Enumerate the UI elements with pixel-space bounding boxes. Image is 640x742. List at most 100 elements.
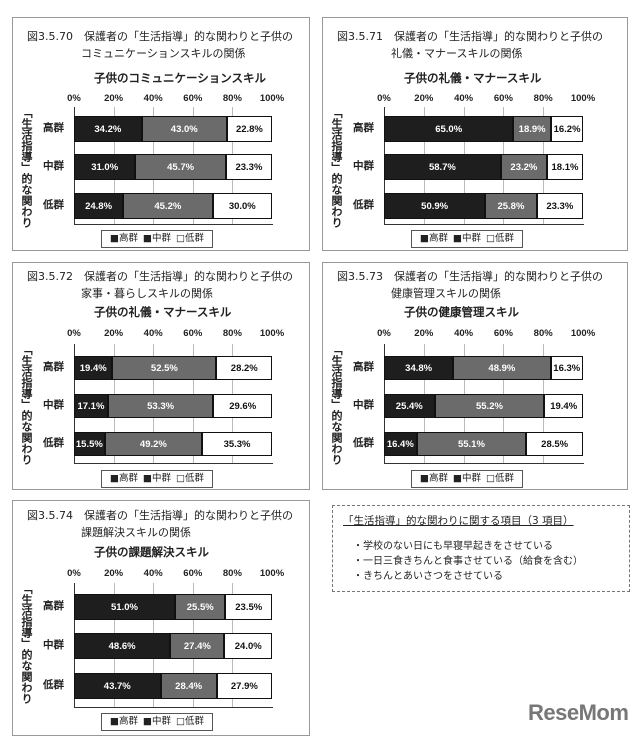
bar-value-label: 17.1% xyxy=(77,400,105,412)
legend-item: ■中群 xyxy=(453,473,481,484)
bar-value-label: 29.6% xyxy=(229,400,257,412)
bar-value-label: 24.0% xyxy=(234,640,262,652)
legend: ■高群 ■中群 □低群 xyxy=(101,470,213,488)
note-item: ・学校のない日にも早寝早起きをさせている xyxy=(353,541,553,552)
bar-value-label: 53.3% xyxy=(147,400,175,412)
legend-item: ■中群 xyxy=(143,473,171,484)
x-tick-label: 60% xyxy=(183,93,203,104)
bar-value-label: 25.8% xyxy=(497,200,525,212)
bar-value-label: 16.4% xyxy=(386,438,414,450)
x-tick-label: 40% xyxy=(454,93,474,104)
bar-segment-中群: 49.2% xyxy=(104,432,203,456)
bar-value-label: 55.1% xyxy=(457,438,485,450)
bar-value-label: 34.8% xyxy=(405,362,433,374)
chart-title-line2: コミュニケーションスキルの関係 xyxy=(81,47,246,60)
legend-item: □低群 xyxy=(175,233,204,244)
bar-value-label: 34.2% xyxy=(94,123,122,135)
bar-value-label: 23.5% xyxy=(235,601,263,613)
bar-value-label: 24.8% xyxy=(85,200,113,212)
bar-value-label: 58.7% xyxy=(428,161,456,173)
bar-value-label: 43.0% xyxy=(170,123,198,135)
bar-segment-高群: 58.7% xyxy=(384,154,501,180)
x-tick-label: 60% xyxy=(183,328,203,339)
note-heading: 「生活指導」的な関わりに関する項目（3 項目） xyxy=(343,515,574,527)
bar-value-label: 16.2% xyxy=(553,123,581,135)
bar-segment-低群: 16.2% xyxy=(550,116,584,142)
bar-segment-高群: 51.0% xyxy=(74,594,175,620)
bar-segment-高群: 34.2% xyxy=(74,116,142,142)
chart-title-line2: 家事・暮らしスキルの関係 xyxy=(81,287,213,300)
bar-segment-高群: 19.4% xyxy=(74,356,113,380)
x-tick-label: 100% xyxy=(570,328,596,339)
bar-segment-低群: 16.3% xyxy=(550,356,583,380)
x-tick-label: 20% xyxy=(104,328,124,339)
category-label: 低群 xyxy=(43,437,64,449)
x-tick-label: 100% xyxy=(570,93,596,104)
category-label: 低群 xyxy=(43,199,64,211)
category-label: 中群 xyxy=(43,639,64,651)
bar-segment-低群: 22.8% xyxy=(226,116,272,142)
legend-item: ■中群 xyxy=(143,233,171,244)
x-tick-label: 40% xyxy=(143,93,163,104)
category-label: 中群 xyxy=(353,160,374,172)
chart-title: 図3.5.74 保護者の「生活指導」的な関わりと子供の xyxy=(27,509,293,522)
x-tick-label: 80% xyxy=(533,93,553,104)
bar-value-label: 50.9% xyxy=(421,200,449,212)
legend-item: ■高群 xyxy=(420,473,448,484)
chart-panel: 図3.5.73 保護者の「生活指導」的な関わりと子供の 健康管理スキルの関係 子供の… xyxy=(322,262,628,490)
chart-title-line2: 健康管理スキルの関係 xyxy=(391,287,501,300)
x-axis-title: 子供の礼儀・マナースキル xyxy=(404,71,542,85)
bar-value-label: 28.5% xyxy=(541,438,569,450)
bar-segment-低群: 28.5% xyxy=(526,432,583,456)
category-label: 高群 xyxy=(353,361,374,373)
x-tick-label: 0% xyxy=(377,93,391,104)
y-axis-title: 「生活指導」的な関わり xyxy=(20,344,33,465)
x-tick-label: 100% xyxy=(259,328,285,339)
chart-title-line2: 課題解決スキルの関係 xyxy=(81,526,191,539)
bar-value-label: 27.9% xyxy=(230,680,258,692)
category-label: 高群 xyxy=(43,122,64,134)
bar-segment-中群: 25.8% xyxy=(485,193,537,219)
bar-value-label: 48.6% xyxy=(108,640,136,652)
bar-value-label: 49.2% xyxy=(139,438,167,450)
bar-value-label: 23.2% xyxy=(510,161,538,173)
x-tick-label: 60% xyxy=(493,328,513,339)
bar-segment-高群: 17.1% xyxy=(74,394,108,418)
bar-value-label: 28.2% xyxy=(230,362,258,374)
chart-title-line2: 礼儀・マナースキルの関係 xyxy=(391,47,523,60)
bar-value-label: 23.3% xyxy=(235,161,263,173)
chart-panel: 図3.5.70 保護者の「生活指導」的な関わりと子供の コミュニケーションスキルの… xyxy=(12,17,310,251)
bar-segment-中群: 55.1% xyxy=(416,432,527,456)
bar-value-label: 55.2% xyxy=(475,400,503,412)
bar-segment-中群: 52.5% xyxy=(112,356,217,380)
bar-segment-中群: 28.4% xyxy=(160,673,217,699)
y-axis-title: 「生活指導」的な関わり xyxy=(330,107,343,228)
bar-segment-中群: 43.0% xyxy=(141,116,227,142)
x-axis-title: 子供のコミュニケーションスキル xyxy=(94,71,267,85)
bar-segment-中群: 48.9% xyxy=(453,356,551,380)
bar-value-label: 51.0% xyxy=(111,601,138,613)
bar-segment-高群: 25.4% xyxy=(384,394,435,418)
bar-segment-中群: 55.2% xyxy=(434,394,545,418)
x-tick-label: 80% xyxy=(222,568,242,579)
bar-segment-高群: 43.7% xyxy=(74,673,161,699)
bar-segment-低群: 35.3% xyxy=(202,432,272,456)
bar-value-label: 31.0% xyxy=(91,161,119,173)
legend-item: ■高群 xyxy=(110,473,138,484)
x-tick-label: 0% xyxy=(67,93,81,104)
category-label: 低群 xyxy=(353,437,374,449)
chart-panel: 図3.5.72 保護者の「生活指導」的な関わりと子供の 家事・暮らしスキルの関係子… xyxy=(12,262,310,490)
bar-segment-高群: 48.6% xyxy=(74,633,171,659)
legend: ■高群 ■中群 □低群 xyxy=(101,713,213,731)
bar-segment-高群: 15.5% xyxy=(74,432,105,456)
bar-value-label: 43.7% xyxy=(103,680,131,692)
bar-value-label: 45.7% xyxy=(167,161,195,173)
chart-title: 図3.5.71 保護者の「生活指導」的な関わりと子供の xyxy=(337,30,603,43)
bar-segment-低群: 23.3% xyxy=(225,154,272,180)
category-label: 高群 xyxy=(43,600,64,612)
legend-item: ■高群 xyxy=(110,716,138,727)
bar-value-label: 25.5% xyxy=(186,601,214,613)
x-tick-label: 0% xyxy=(67,328,81,339)
bar-segment-低群: 19.4% xyxy=(544,394,583,418)
legend-item: □低群 xyxy=(175,473,204,484)
